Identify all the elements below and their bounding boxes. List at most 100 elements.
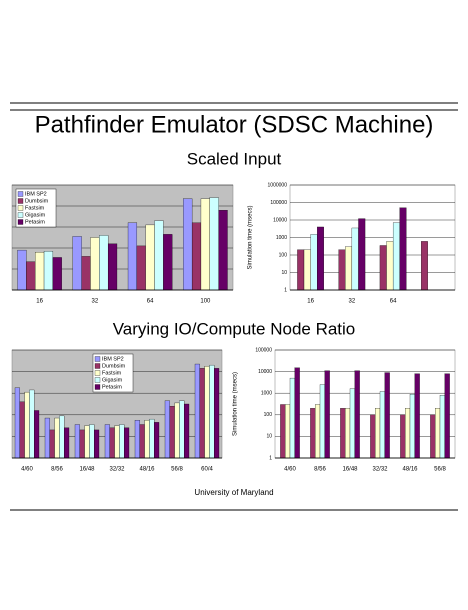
y-axis-label: Simulation time (msecs) [248, 205, 254, 269]
bar [127, 222, 138, 291]
x-tick-label: 64 [390, 299, 397, 305]
bar [14, 387, 20, 459]
y-tick-label: 1 [269, 455, 272, 461]
y-tick-label: 100 [264, 412, 273, 418]
legend-swatch [94, 370, 101, 376]
x-tick-label: 16/48 [342, 467, 358, 473]
bar [214, 368, 220, 459]
bar [209, 364, 215, 459]
bar [17, 249, 27, 291]
plot-area [274, 349, 456, 459]
x-tick-label: 16 [36, 299, 43, 305]
y-tick-label: 10 [266, 434, 272, 440]
legend-swatch [94, 363, 101, 369]
bar [59, 415, 65, 459]
bar [109, 427, 115, 459]
footer: University of Maryland [194, 488, 273, 497]
bar [99, 235, 109, 291]
x-tick-label: 56/8 [171, 467, 183, 473]
bar [145, 224, 155, 291]
bar [310, 408, 316, 459]
bar [44, 417, 50, 459]
legend-label: Fastsim [25, 205, 45, 211]
bar [375, 408, 381, 459]
bar [200, 198, 210, 291]
y-tick-label: 1 [284, 287, 287, 293]
bar [52, 257, 62, 291]
bar [319, 384, 325, 459]
bar [19, 401, 25, 459]
bar [324, 370, 330, 459]
legend-label: Petasim [102, 384, 122, 390]
bar [294, 367, 300, 459]
bar [183, 198, 193, 291]
bar [345, 408, 351, 459]
bar [409, 394, 415, 459]
bar [54, 417, 60, 459]
x-tick-label: 32 [349, 299, 356, 305]
legend-label: IBM SP2 [25, 191, 47, 197]
bar [191, 222, 202, 291]
x-tick-label: 60/4 [201, 467, 213, 473]
legend-label: Petasim [25, 219, 45, 225]
bar [386, 241, 394, 291]
bar [104, 424, 110, 459]
x-tick-label: 48/16 [139, 467, 155, 473]
y-tick-label: 100000 [255, 347, 272, 353]
bar [439, 395, 445, 459]
section-heading: Scaled Input [187, 149, 282, 168]
bar [280, 404, 286, 459]
y-axis-label: Simulation time (msecs) [233, 372, 239, 436]
bar [303, 249, 311, 291]
bar [89, 424, 95, 459]
bar [139, 424, 145, 459]
bar [24, 391, 30, 459]
bar [399, 207, 407, 291]
legend-swatch [94, 356, 101, 362]
bar [149, 418, 155, 459]
bar [310, 234, 318, 291]
legend-swatch [17, 198, 24, 204]
bar [119, 424, 125, 459]
x-tick-label: 32/32 [109, 467, 125, 473]
bar [179, 400, 185, 459]
y-tick-label: 10 [281, 270, 287, 276]
bar [392, 222, 400, 291]
bar [414, 373, 420, 459]
bar [351, 227, 359, 291]
bar [154, 422, 160, 459]
section-heading: Varying IO/Compute Node Ratio [113, 319, 356, 338]
y-tick-label: 10000 [258, 369, 272, 375]
bar [107, 243, 118, 291]
bar [340, 408, 346, 459]
x-tick-label: 4/60 [21, 467, 33, 473]
bar [400, 414, 406, 459]
bar [49, 429, 55, 459]
bar [209, 197, 219, 291]
bar [124, 427, 130, 459]
legend-swatch [17, 219, 24, 225]
x-tick-label: 8/56 [314, 467, 326, 473]
y-tick-label: 1000 [276, 235, 287, 241]
legend-swatch [17, 205, 24, 211]
x-tick-label: 32/32 [372, 467, 388, 473]
bar [26, 261, 36, 291]
bar [317, 226, 324, 291]
bar [43, 250, 54, 291]
x-tick-label: 4/60 [284, 467, 296, 473]
legend-label: Gigasim [25, 212, 46, 218]
bar [169, 406, 175, 459]
x-tick-label: 56/8 [434, 467, 446, 473]
x-tick-label: 48/16 [402, 467, 418, 473]
x-tick-label: 64 [147, 299, 154, 305]
bar [174, 402, 180, 459]
x-tick-label: 32 [92, 299, 99, 305]
bar [136, 245, 146, 291]
bar [94, 429, 100, 459]
bar [84, 425, 90, 459]
bar [34, 410, 40, 459]
y-tick-label: 100000 [270, 200, 287, 206]
bar [358, 218, 366, 291]
bar [114, 425, 120, 459]
